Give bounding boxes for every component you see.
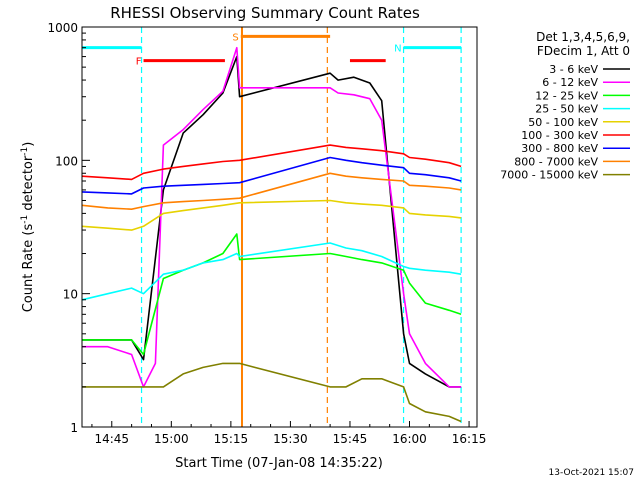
legend-label-8: 7000 - 15000 keV [500,169,598,182]
y-tick-label-1: 10 [63,288,78,302]
series-line-6 [81,156,462,195]
footer-date: 13-Oct-2021 15:07 [549,468,634,478]
plot-frame [81,26,478,428]
y-axis-label-sup1: -1 [20,215,30,224]
legend-label-0: 3 - 6 keV [549,63,598,76]
legend-label-4: 50 - 100 keV [528,116,598,129]
series-line-8 [82,362,462,423]
legend-label-7: 800 - 7000 keV [514,155,598,168]
x-tick-label-5: 16:00 [392,432,427,446]
flag-label-4: S [232,32,238,43]
series-line-4 [81,199,462,231]
x-tick-label-1: 15:00 [154,432,189,446]
x-tick-label-2: 15:15 [214,432,249,446]
legend: Det 1,3,4,5,6,9, FDecim 1, Att 0 3 - 6 k… [500,30,630,182]
series-line-1 [82,46,462,388]
series-line-3 [81,242,462,301]
x-tick-label-6: 16:15 [452,432,487,446]
series-line-5 [81,144,462,181]
chart-title: RHESSI Observing Summary Count Rates [110,4,420,22]
x-axis-label: Start Time (07-Jan-08 14:35:22) [175,456,383,471]
legend-label-5: 100 - 300 keV [521,129,598,142]
x-tick-label-4: 15:45 [333,432,368,446]
x-tick-label-0: 14:45 [94,432,129,446]
legend-header-line-1: Det 1,3,4,5,6,9, [536,30,630,44]
y-axis-label: Count Rate (s-1 detector-1) [20,142,36,313]
legend-label-1: 6 - 12 keV [542,76,598,89]
y-axis-label-suffix: ) [21,142,36,147]
x-tick-label-3: 15:30 [273,432,308,446]
series-line-7 [81,172,462,210]
legend-label-2: 12 - 25 keV [535,89,598,102]
series-line-2 [82,233,462,356]
y-axis-label-sup2: -1 [20,147,30,156]
legend-label-3: 25 - 50 keV [535,103,598,116]
y-axis: 1 10 100 1000 [47,21,90,435]
legend-header-line-2: FDecim 1, Att 0 [537,44,630,58]
plot-area: N F S [81,27,462,427]
y-tick-label-2: 100 [55,154,78,168]
flag-label-1: N [394,44,401,55]
legend-label-6: 300 - 800 keV [521,142,598,155]
y-tick-label-0: 1 [70,421,78,435]
series-line-0 [82,55,462,388]
y-tick-label-3: 1000 [47,21,78,35]
x-axis: 14:45 15:00 15:15 15:30 15:45 16:00 16:15 [91,421,487,446]
flag-label-2: F [136,57,142,68]
y-axis-label-mid: detector [21,155,36,215]
y-axis-label-prefix: Count Rate (s [21,224,36,313]
